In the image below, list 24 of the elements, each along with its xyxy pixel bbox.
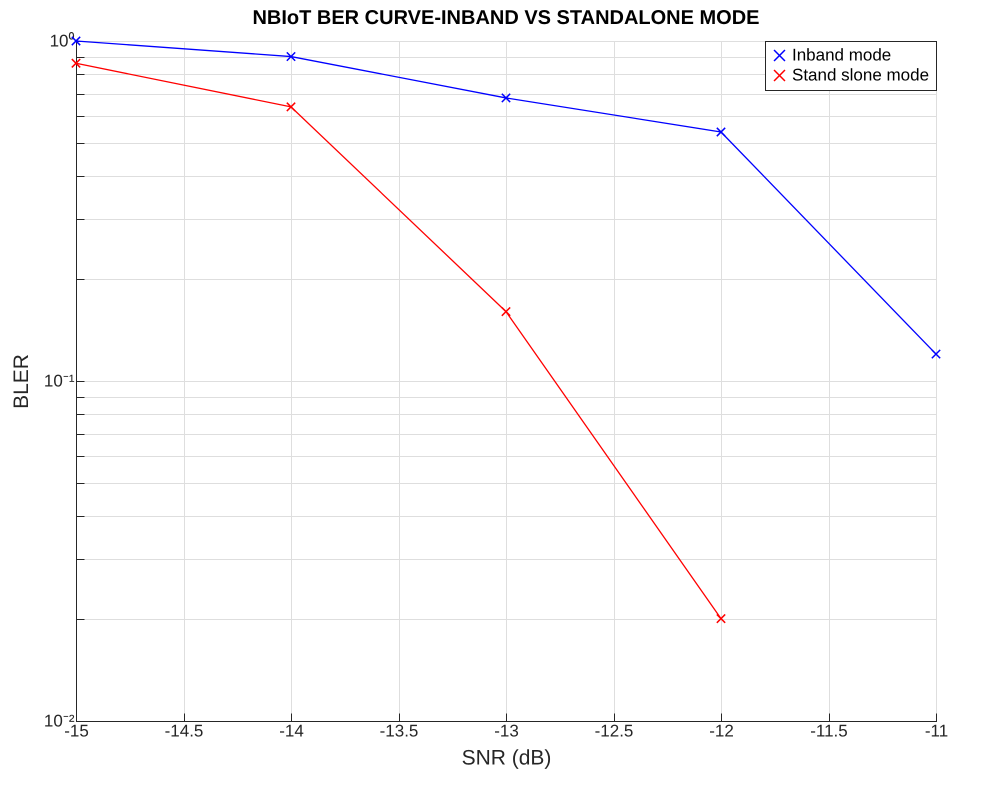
point (286, 102, 296, 112)
point (286, 52, 296, 62)
x-axis-title: SNR (dB) (462, 746, 552, 770)
chart-title: NBIoT BER CURVE-INBAND VS STANDALONE MODE (252, 7, 760, 29)
y-axis-title: BLER (10, 354, 33, 409)
x-tick-label: -15 (64, 722, 89, 740)
point (71, 58, 81, 68)
point (501, 306, 511, 317)
point (716, 127, 726, 137)
point (716, 614, 726, 624)
x-tick-label: -14 (279, 722, 304, 740)
x-tick-label: -14.5 (164, 722, 204, 740)
x-tick-label: -13.5 (380, 722, 418, 740)
x-tick-label: -12 (709, 722, 734, 740)
point (501, 93, 511, 103)
x-tick-label: -13 (494, 722, 519, 740)
legend-label: Stand slone mode (792, 66, 930, 84)
x-tick-label: -11.5 (810, 722, 848, 740)
x-tick-label: -12.5 (594, 722, 634, 740)
x-tick-label: -11 (924, 722, 948, 740)
legend-label: Inband mode (792, 46, 892, 64)
y-tick-label: 10⁰ (50, 32, 74, 50)
point (931, 349, 941, 360)
y-tick-label: 10⁻¹ (44, 372, 75, 390)
